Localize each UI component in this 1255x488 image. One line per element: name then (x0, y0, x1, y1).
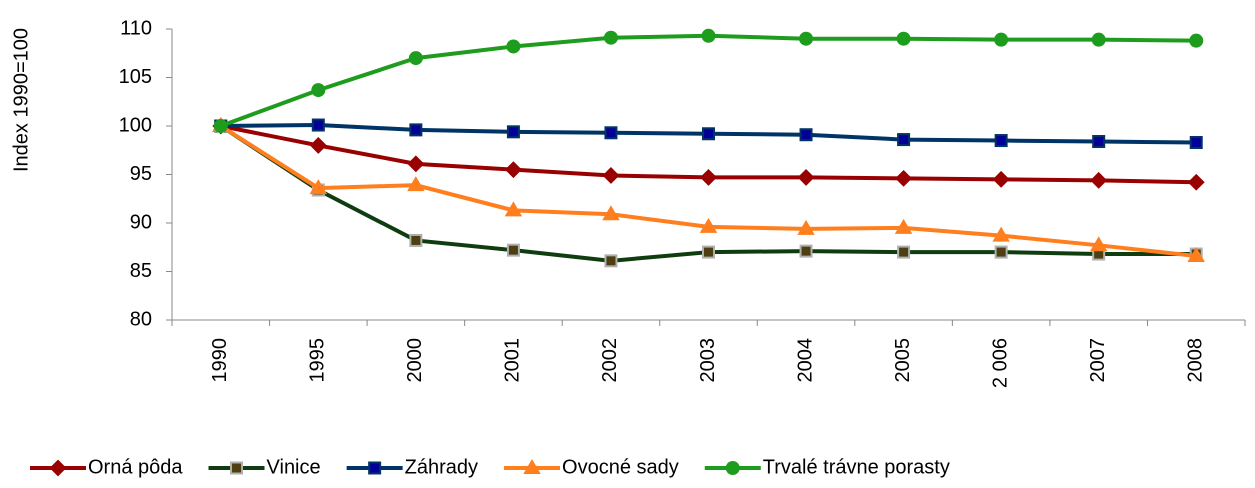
y-tick-label: 85 (130, 260, 152, 282)
point (725, 461, 740, 475)
point (992, 226, 1010, 242)
y-axis-label: Index 1990=100 (10, 28, 32, 172)
series (214, 118, 1203, 149)
x-tick-label: 2003 (697, 338, 719, 383)
point (407, 155, 425, 173)
point (604, 254, 618, 268)
point (602, 167, 620, 184)
point (506, 243, 520, 257)
point (409, 233, 423, 247)
point (602, 205, 620, 221)
point (309, 136, 327, 154)
x-tick-label: 2000 (404, 338, 426, 383)
x-tick-label: 2004 (794, 338, 816, 383)
point (797, 168, 815, 186)
point (994, 134, 1008, 148)
point (799, 244, 813, 258)
point (799, 31, 814, 46)
legend-item: Vinice (208, 456, 321, 478)
point (994, 245, 1008, 259)
y-tick-label: 100 (119, 114, 152, 136)
y-tick-label: 95 (130, 163, 152, 185)
point (897, 245, 911, 259)
point (1187, 246, 1205, 262)
point (604, 126, 618, 140)
legend-item: Ovocné sady (504, 456, 679, 478)
x-tick-label: 2002 (599, 338, 621, 383)
legend-label: Trvalé trávne porasty (763, 456, 950, 478)
point (702, 245, 715, 259)
point (992, 170, 1010, 188)
point (895, 169, 913, 187)
point (523, 459, 541, 474)
point (894, 218, 913, 234)
point (49, 459, 67, 477)
x-tick-label: 1990 (209, 338, 231, 383)
y-tick-label: 80 (130, 308, 152, 330)
legend-label: Záhrady (405, 456, 478, 478)
x-tick-label: 2 006 (989, 338, 1011, 388)
point (408, 51, 423, 66)
line (220, 33, 1197, 128)
point (504, 201, 523, 217)
point (897, 133, 911, 147)
point (230, 461, 244, 475)
x-tick-label: 1995 (307, 338, 329, 383)
legend-label: Ovocné sady (562, 456, 679, 478)
line (219, 124, 1197, 258)
series (213, 28, 1204, 133)
point (700, 168, 717, 186)
point (1092, 135, 1106, 149)
point (797, 219, 815, 235)
point (799, 128, 813, 142)
point (311, 83, 326, 98)
point (1090, 171, 1108, 189)
point (504, 161, 522, 179)
point (311, 118, 325, 132)
point (309, 179, 328, 195)
point (1189, 33, 1204, 48)
point (1089, 236, 1108, 252)
legend-item: Orná pôda (30, 456, 183, 478)
point (407, 176, 425, 192)
point (701, 28, 716, 43)
x-tick-label: 2001 (502, 338, 524, 383)
point (1187, 173, 1205, 191)
point (1091, 32, 1106, 47)
point (699, 217, 718, 233)
point (896, 31, 911, 46)
point (409, 123, 423, 137)
point (702, 127, 715, 141)
x-tick-label: 2008 (1185, 338, 1207, 383)
legend-label: Vinice (267, 456, 321, 478)
legend-item: Záhrady (346, 456, 478, 478)
x-tick-label: 2005 (892, 338, 914, 383)
legend-item: Trvalé trávne porasty (704, 456, 950, 478)
point (994, 32, 1009, 47)
legend-label: Orná pôda (88, 456, 183, 478)
y-tick-label: 110 (120, 17, 152, 39)
point (506, 125, 520, 139)
point (213, 119, 228, 133)
y-tick-label: 90 (130, 211, 152, 233)
point (603, 30, 618, 45)
point (506, 39, 521, 54)
point (1189, 135, 1203, 149)
point (368, 461, 382, 475)
y-tick-label: 105 (119, 66, 152, 88)
x-tick-label: 2007 (1087, 338, 1109, 383)
